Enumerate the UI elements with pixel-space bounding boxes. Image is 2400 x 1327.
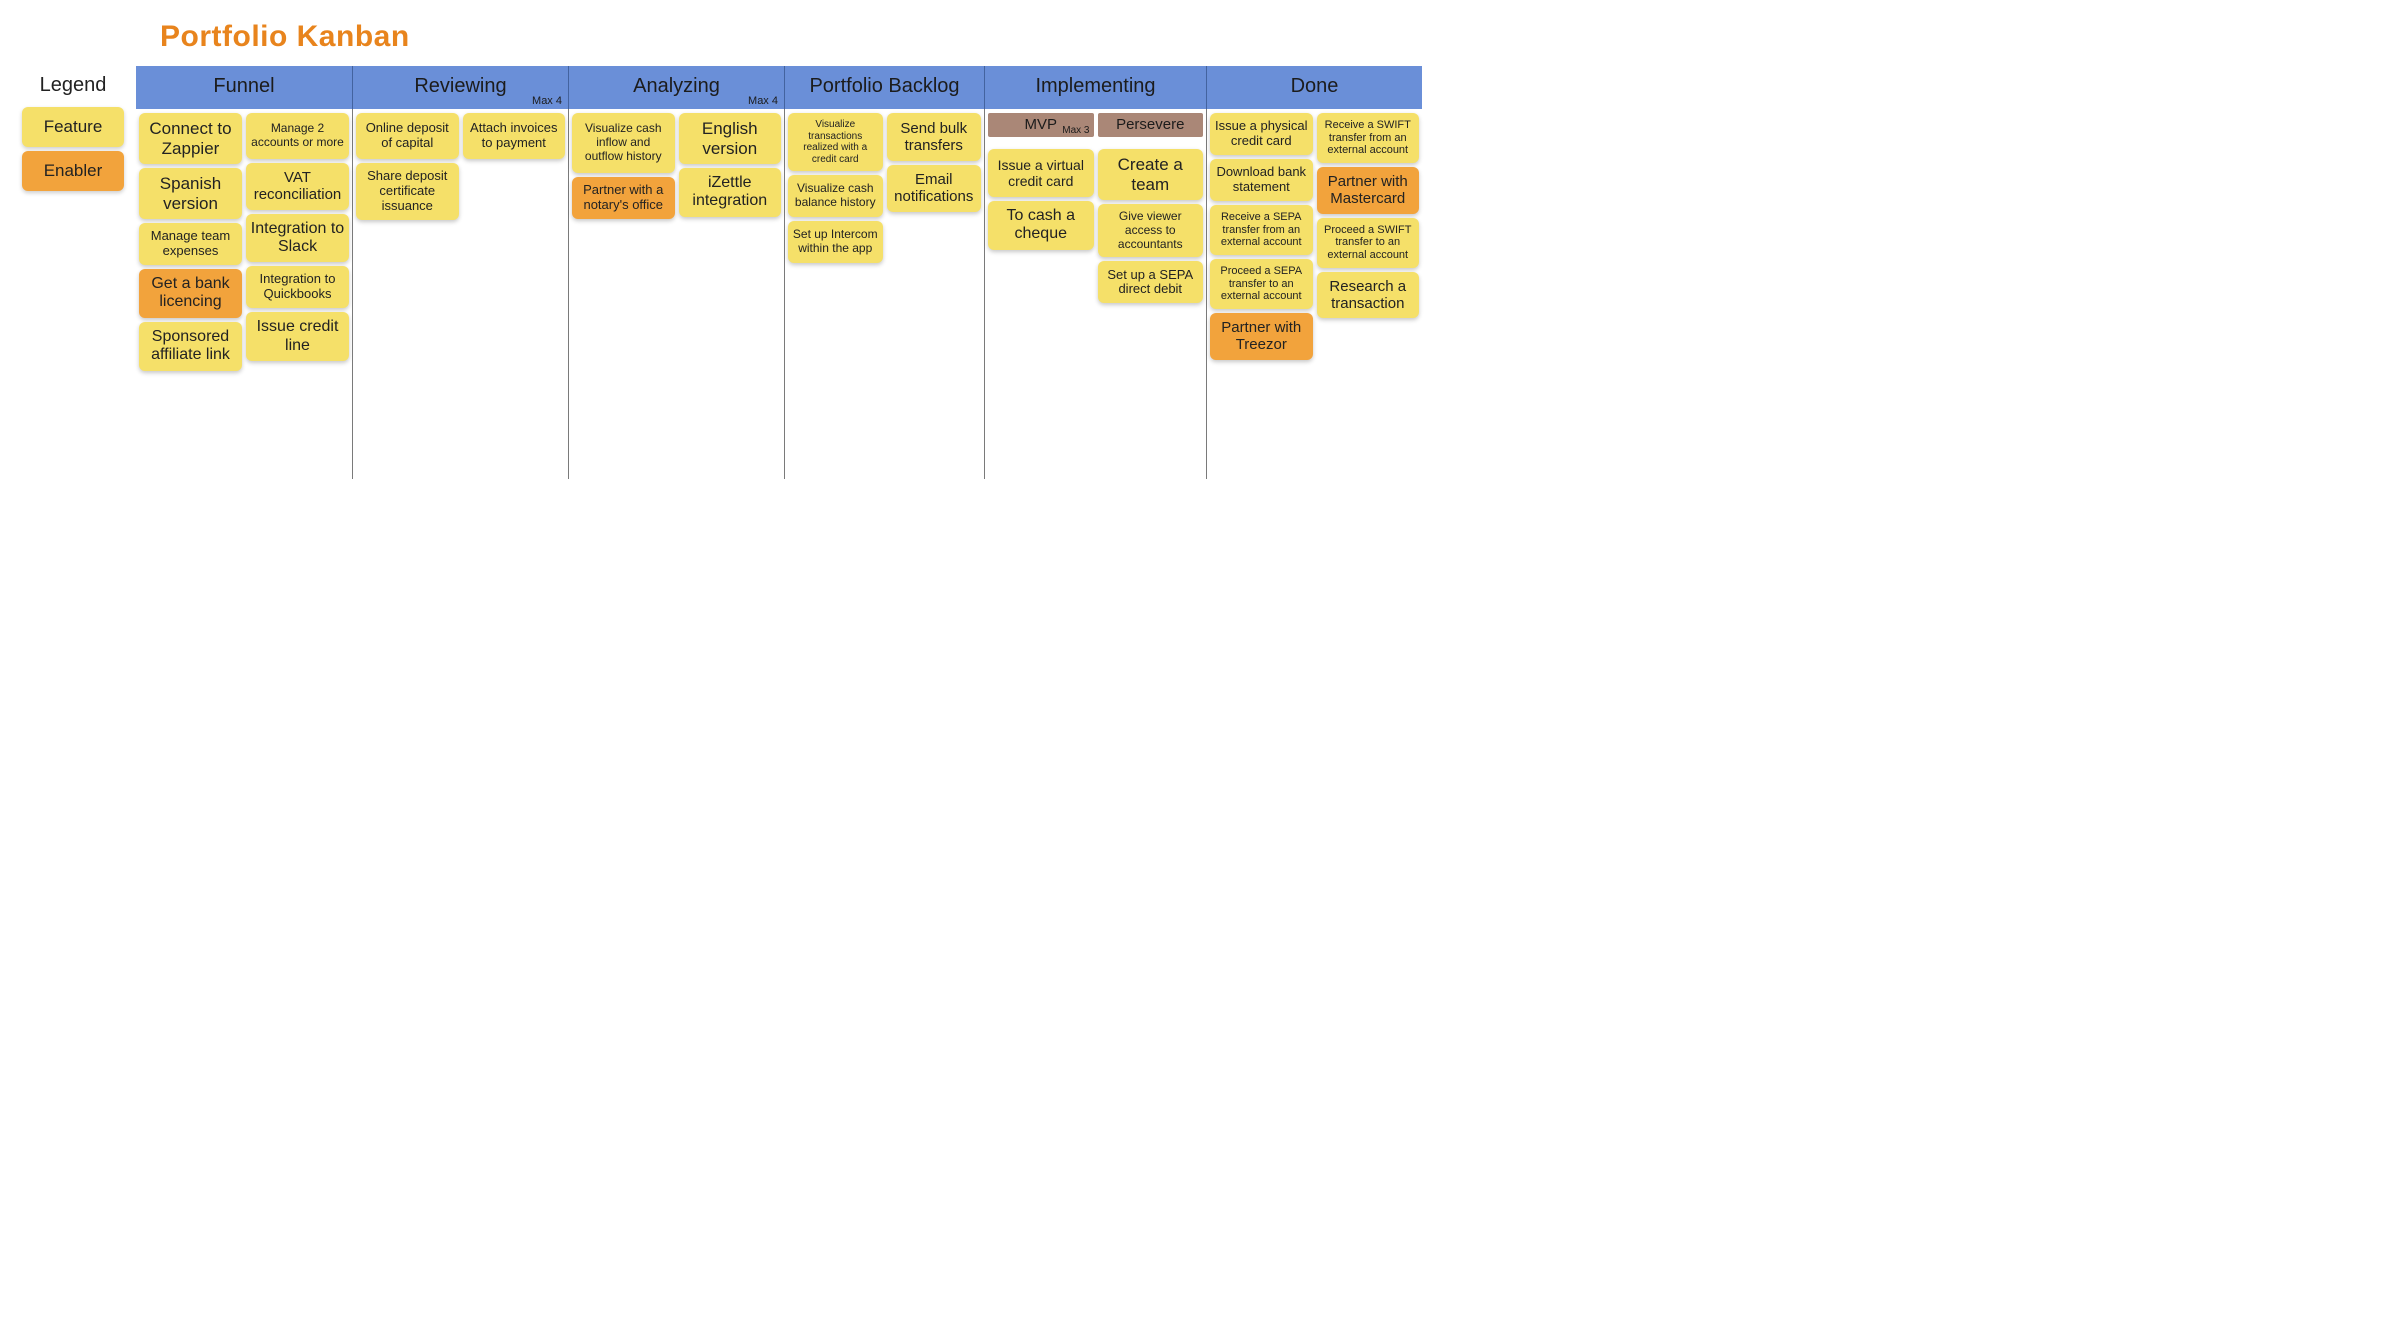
kanban-card[interactable]: Receive a SEPA transfer from an external… bbox=[1210, 205, 1313, 255]
column-body: Visualize cash inflow and outflow histor… bbox=[568, 109, 784, 479]
column-body: MVP Max 3 Issue a virtual credit cardTo ca… bbox=[984, 109, 1206, 479]
kanban-card[interactable]: Visualize cash balance history bbox=[788, 175, 883, 217]
lane: Receive a SWIFT transfer from an externa… bbox=[1317, 113, 1420, 479]
column-title: Portfolio Backlog bbox=[809, 75, 959, 97]
subcolumn-title: Persevere bbox=[1116, 116, 1184, 133]
kanban-card[interactable]: Send bulk transfers bbox=[887, 113, 982, 161]
column-title: Funnel bbox=[213, 75, 274, 97]
kanban-card[interactable]: Attach invoices to payment bbox=[463, 113, 566, 159]
column-body: Online deposit of capitalShare deposit c… bbox=[352, 109, 568, 479]
column-reviewing: Reviewing Max 4 Online deposit of capitalS… bbox=[352, 66, 568, 479]
lane: Visualize cash inflow and outflow histor… bbox=[572, 113, 675, 479]
lane: Connect to ZappierSpanish versionManage … bbox=[139, 113, 242, 479]
column-title: Reviewing bbox=[414, 75, 506, 97]
kanban-card[interactable]: Integration to Slack bbox=[246, 214, 349, 263]
legend-title: Legend bbox=[10, 66, 136, 107]
column-body: Connect to ZappierSpanish versionManage … bbox=[136, 109, 352, 479]
kanban-card[interactable]: iZettle integration bbox=[679, 168, 782, 217]
subcolumn: Persevere Create a teamGive viewer access… bbox=[1098, 113, 1204, 479]
column-header: Funnel bbox=[136, 66, 352, 109]
kanban-card[interactable]: Visualize cash inflow and outflow histor… bbox=[572, 113, 675, 173]
column-header: Reviewing Max 4 bbox=[352, 66, 568, 109]
lane: Issue a physical credit cardDownload ban… bbox=[1210, 113, 1313, 479]
wip-limit: Max 4 bbox=[748, 95, 778, 107]
board-title: Portfolio Kanban bbox=[160, 20, 2390, 54]
legend: Legend FeatureEnabler bbox=[10, 66, 136, 195]
kanban-card[interactable]: Give viewer access to accountants bbox=[1098, 204, 1204, 257]
kanban-card[interactable]: Set up Intercom within the app bbox=[788, 221, 883, 263]
kanban-card[interactable]: Share deposit certificate issuance bbox=[356, 163, 459, 220]
kanban-card[interactable]: Visualize transactions realized with a c… bbox=[788, 113, 883, 171]
kanban-card[interactable]: Connect to Zappier bbox=[139, 113, 242, 164]
wip-limit: Max 3 bbox=[1062, 125, 1089, 136]
kanban-card[interactable]: English version bbox=[679, 113, 782, 164]
column-title: Analyzing bbox=[633, 75, 720, 97]
kanban-card[interactable]: Partner with Treezor bbox=[1210, 313, 1313, 360]
legend-item-feature: Feature bbox=[22, 107, 124, 147]
kanban-card[interactable]: Partner with a notary's office bbox=[572, 177, 675, 219]
column-title: Done bbox=[1291, 75, 1339, 97]
kanban-card[interactable]: Issue a virtual credit card bbox=[988, 149, 1094, 197]
subcolumn: MVP Max 3 Issue a virtual credit cardTo ca… bbox=[988, 113, 1094, 479]
lane: Manage 2 accounts or moreVAT reconciliat… bbox=[246, 113, 349, 479]
column-title: Implementing bbox=[1035, 75, 1155, 97]
column-header: Portfolio Backlog bbox=[784, 66, 984, 109]
kanban-card[interactable]: Create a team bbox=[1098, 149, 1204, 200]
kanban-card[interactable]: Proceed a SWIFT transfer to an external … bbox=[1317, 218, 1420, 268]
kanban-card[interactable]: Research a transaction bbox=[1317, 272, 1420, 319]
kanban-card[interactable]: Issue a physical credit card bbox=[1210, 113, 1313, 155]
column-body: Issue a physical credit cardDownload ban… bbox=[1206, 109, 1422, 479]
column-implementing: Implementing MVP Max 3 Issue a virtual cred… bbox=[984, 66, 1206, 479]
lane: Attach invoices to payment bbox=[463, 113, 566, 479]
kanban-card[interactable]: Integration to Quickbooks bbox=[246, 266, 349, 308]
kanban-card[interactable]: Receive a SWIFT transfer from an externa… bbox=[1317, 113, 1420, 163]
kanban-card[interactable]: Manage 2 accounts or more bbox=[246, 113, 349, 159]
subcolumn-header: MVP Max 3 bbox=[988, 113, 1094, 137]
lane: Send bulk transfersEmail notifications bbox=[887, 113, 982, 479]
kanban-board: Legend FeatureEnabler Funnel Connect to Z… bbox=[10, 66, 2390, 479]
column-backlog: Portfolio Backlog Visualize transactions … bbox=[784, 66, 984, 479]
column-header: Done bbox=[1206, 66, 1422, 109]
kanban-card[interactable]: Spanish version bbox=[139, 168, 242, 219]
kanban-card[interactable]: To cash a cheque bbox=[988, 201, 1094, 250]
column-funnel: Funnel Connect to ZappierSpanish versionM… bbox=[136, 66, 352, 479]
kanban-card[interactable]: Set up a SEPA direct debit bbox=[1098, 261, 1204, 303]
lane: Online deposit of capitalShare deposit c… bbox=[356, 113, 459, 479]
lane: English versioniZettle integration bbox=[679, 113, 782, 479]
column-done: Done Issue a physical credit cardDownload… bbox=[1206, 66, 1422, 479]
kanban-card[interactable]: Download bank statement bbox=[1210, 159, 1313, 201]
kanban-card[interactable]: Partner with Mastercard bbox=[1317, 167, 1420, 214]
subcolumn-title: MVP bbox=[1024, 116, 1057, 133]
kanban-columns: FunnelConnect to ZappierSpanish versionM… bbox=[136, 66, 2390, 479]
subcolumn-header: Persevere bbox=[1098, 113, 1204, 137]
column-analyzing: Analyzing Max 4 Visualize cash inflow and … bbox=[568, 66, 784, 479]
kanban-card[interactable]: Issue credit line bbox=[246, 312, 349, 361]
legend-item-enabler: Enabler bbox=[22, 151, 124, 191]
kanban-card[interactable]: Get a bank licencing bbox=[139, 269, 242, 318]
wip-limit: Max 4 bbox=[532, 95, 562, 107]
column-header: Implementing bbox=[984, 66, 1206, 109]
kanban-card[interactable]: Sponsored affiliate link bbox=[139, 322, 242, 371]
column-header: Analyzing Max 4 bbox=[568, 66, 784, 109]
kanban-card[interactable]: Manage team expenses bbox=[139, 223, 242, 265]
lane: Visualize transactions realized with a c… bbox=[788, 113, 883, 479]
kanban-card[interactable]: Email notifications bbox=[887, 165, 982, 212]
column-body: Visualize transactions realized with a c… bbox=[784, 109, 984, 479]
kanban-card[interactable]: Proceed a SEPA transfer to an external a… bbox=[1210, 259, 1313, 309]
kanban-card[interactable]: VAT reconciliation bbox=[246, 163, 349, 210]
kanban-card[interactable]: Online deposit of capital bbox=[356, 113, 459, 159]
